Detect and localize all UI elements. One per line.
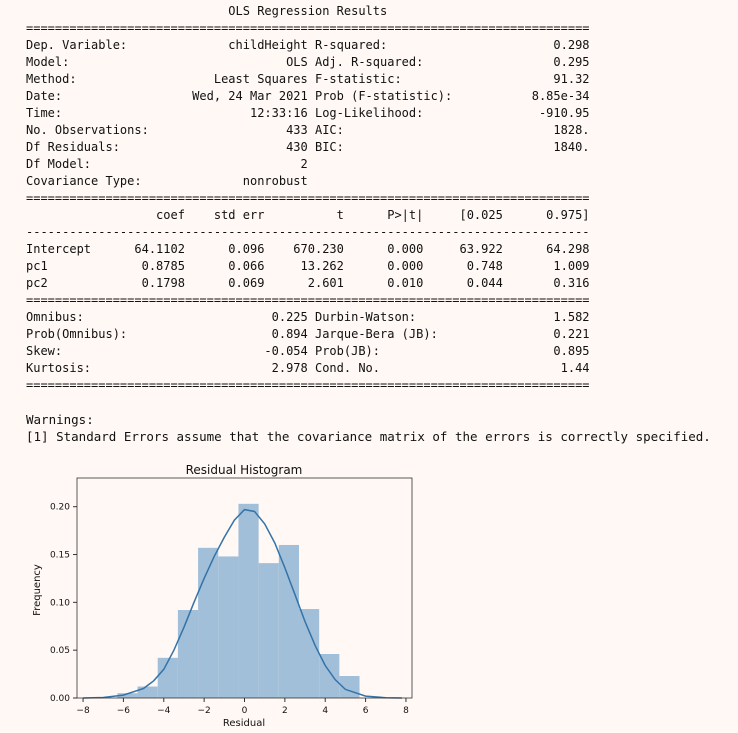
model-info-row: Date: Wed, 24 Mar 2021 Prob (F-statistic… <box>26 89 590 103</box>
histogram-bar <box>278 544 299 698</box>
y-tick-label: 0.00 <box>50 694 70 704</box>
diagnostics-row: Prob(Omnibus): 0.894 Jarque-Bera (JB): 0… <box>26 327 590 341</box>
diagnostics-row: Kurtosis: 2.978 Cond. No. 1.44 <box>26 361 590 375</box>
y-tick-label: 0.05 <box>50 646 70 656</box>
chart-title: Residual Histogram <box>186 463 303 477</box>
x-axis-ticks: −8 −6 −4 −2 0 2 4 6 8 <box>76 698 409 716</box>
coef-header-row: coef std err t P>|t| [0.025 0.975] <box>26 208 590 222</box>
histogram-bar <box>117 693 138 698</box>
summary-title: OLS Regression Results <box>26 4 388 18</box>
x-tick-label: 2 <box>282 706 288 716</box>
x-tick-label: 4 <box>322 706 328 716</box>
rule: ========================================… <box>26 21 590 35</box>
histogram-bar <box>198 547 219 698</box>
rule: ========================================… <box>26 191 590 205</box>
warning-item: [1] Standard Errors assume that the cova… <box>26 429 711 444</box>
model-info-row: No. Observations: 433 AIC: 1828. <box>26 123 590 137</box>
y-axis-ticks: 0.00 0.05 0.10 0.15 0.20 <box>50 503 77 704</box>
x-axis-label: Residual <box>223 718 265 729</box>
model-info-row: Model: OLS Adj. R-squared: 0.295 <box>26 55 590 69</box>
histogram-bar <box>258 563 279 698</box>
model-info-row: Method: Least Squares F-statistic: 91.32 <box>26 72 590 86</box>
y-tick-label: 0.20 <box>50 503 70 513</box>
model-info-row: Df Model: 2 <box>26 157 315 171</box>
residual-histogram-chart: Residual Histogram −8 −6 −4 −2 0 2 4 6 8 0.000.0… <box>32 463 413 729</box>
diagnostics-row: Omnibus: 0.225 Durbin-Watson: 1.582 <box>26 310 590 324</box>
ols-summary-table: OLS Regression Results ==================… <box>26 3 590 394</box>
x-tick-label: −4 <box>157 706 171 716</box>
histogram-bar <box>137 686 158 698</box>
histogram-bar <box>238 503 259 698</box>
kde-line <box>83 508 402 699</box>
model-info-row: Df Residuals: 430 BIC: 1840. <box>26 140 590 154</box>
histogram-bar <box>177 610 199 698</box>
model-info-row: Dep. Variable: childHeight R-squared: 0.… <box>26 38 590 52</box>
model-info-row: Time: 12:33:16 Log-Likelihood: -910.95 <box>26 106 590 120</box>
rule: ========================================… <box>26 293 590 307</box>
x-tick-label: −6 <box>117 706 131 716</box>
x-tick-label: −2 <box>197 706 210 716</box>
rule: ----------------------------------------… <box>26 225 590 239</box>
y-tick-label: 0.15 <box>50 551 70 561</box>
x-tick-label: −8 <box>76 706 90 716</box>
model-info-row: Covariance Type: nonrobust <box>26 174 315 188</box>
histogram-bar <box>218 556 239 698</box>
x-tick-label: 0 <box>242 706 248 716</box>
histogram-bar <box>298 609 320 698</box>
warnings-block: Warnings: [1] Standard Errors assume tha… <box>26 411 711 445</box>
x-tick-label: 6 <box>363 706 369 716</box>
coef-row: pc1 0.8785 0.066 13.262 0.000 0.748 1.00… <box>26 259 590 273</box>
warnings-heading: Warnings: <box>26 412 94 427</box>
rule: ========================================… <box>26 378 590 392</box>
y-axis-label: Frequency <box>32 564 43 616</box>
coef-row: Intercept 64.1102 0.096 670.230 0.000 63… <box>26 242 590 256</box>
diagnostics-row: Skew: -0.054 Prob(JB): 0.895 <box>26 344 590 358</box>
coef-row: pc2 0.1798 0.069 2.601 0.010 0.044 0.316 <box>26 276 590 290</box>
histogram-bars <box>117 503 360 698</box>
histogram-bar <box>157 657 178 698</box>
y-tick-label: 0.10 <box>50 598 70 608</box>
x-tick-label: 8 <box>403 706 409 716</box>
